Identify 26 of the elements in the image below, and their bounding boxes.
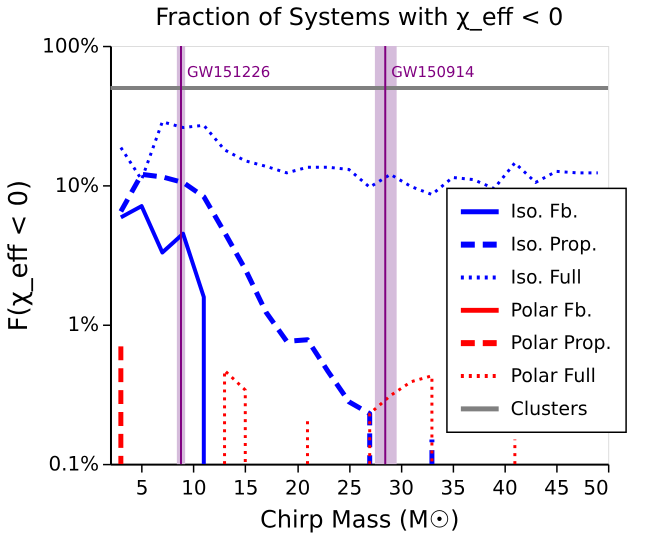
x-tick-label: 35 [440,476,466,500]
ref-line-label: GW151226 [186,62,270,81]
legend-label: Iso. Fb. [510,200,578,223]
legend-label: Polar Prop. [510,332,612,354]
legend-label: Polar Fb. [510,299,592,322]
chart-title: Fraction of Systems with χ_eff < 0 [155,3,564,32]
x-tick-label: 50 [583,476,609,500]
x-axis-title: Chirp Mass (M☉) [260,505,460,534]
legend-label: Clusters [510,398,588,420]
legend-label: Iso. Prop. [510,234,598,256]
x-tick-label: 5 [136,476,148,500]
ref-line-label: GW150914 [391,62,475,81]
x-tick-label: 25 [336,476,362,500]
y-tick-label: 1% [67,313,100,336]
x-tick-label: 20 [284,476,310,500]
legend-label: Iso. Full [510,266,582,288]
y-axis-title: F(χ_eff < 0) [4,180,34,332]
y-tick-label: 100% [42,34,100,58]
legend-label: Polar Full [510,364,596,387]
y-tick-label: 10% [54,174,100,197]
x-tick-label: 40 [492,476,518,500]
x-tick-label: 15 [233,476,258,500]
y-tick-label: 0.1% [48,452,100,476]
x-tick-label: 10 [181,476,207,500]
x-tick-label: 30 [388,476,414,500]
x-tick-label: 45 [544,476,570,500]
